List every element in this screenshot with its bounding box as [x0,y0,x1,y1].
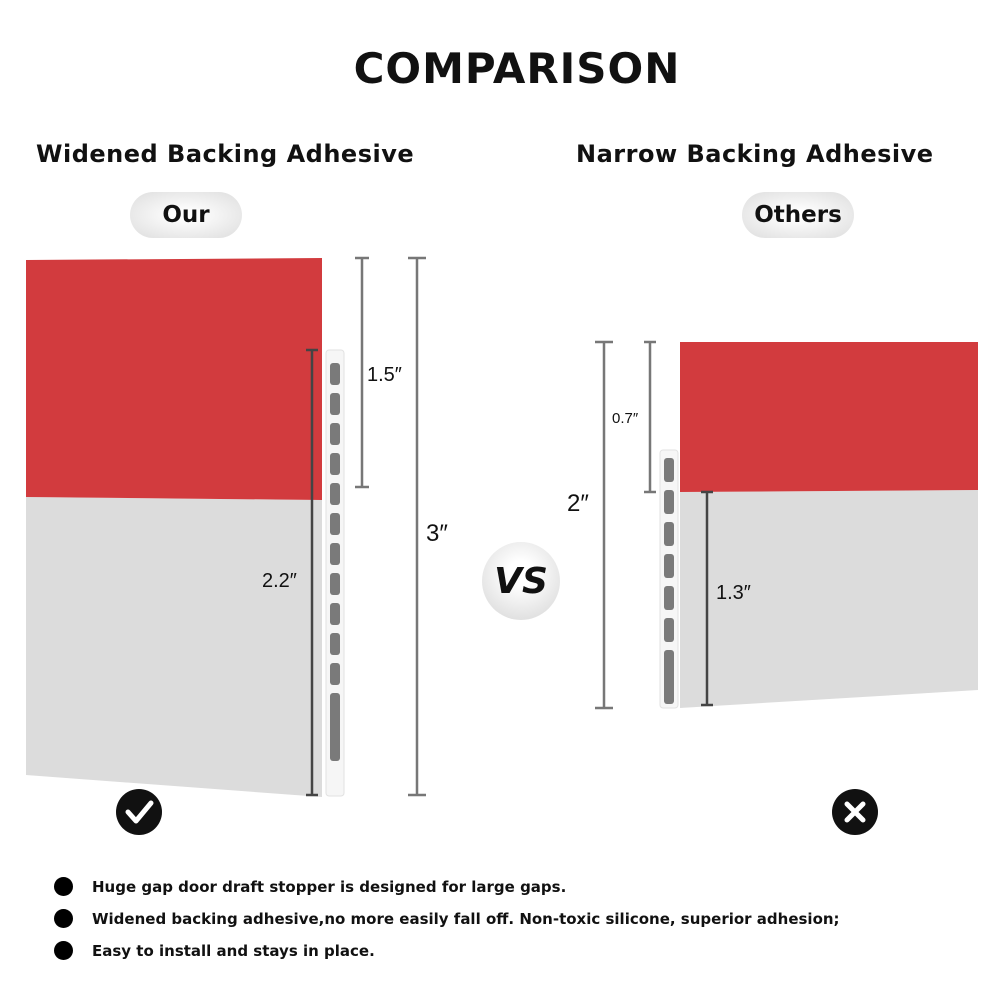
check-icon [116,789,162,835]
right-red-top [680,342,978,492]
strip-slot [330,573,340,595]
right-strip-slots [664,458,674,704]
strip-fin [664,650,674,704]
strip-slot [664,618,674,642]
strip-slot [330,363,340,385]
strip-slot [330,393,340,415]
strip-slot [330,423,340,445]
bullet-item: Easy to install and stays in place. [54,941,375,960]
strip-slot [330,483,340,505]
our-badge: Our [130,192,242,238]
page-title: COMPARISON [353,44,681,93]
left-bottom-dim: 2.2″ [262,570,297,592]
strip-slot [664,586,674,610]
right-top-dim: 0.7″ [612,410,639,427]
bullet-item: Widened backing adhesive,no more easily … [54,909,840,928]
strip-slot [330,633,340,655]
strip-slot [330,453,340,475]
right-total-dim: 2″ [567,490,589,517]
right-grey-flap [680,490,978,708]
strip-slot [330,543,340,565]
vs-badge: VS [482,542,560,620]
left-top-dim: 1.5″ [367,364,402,386]
dimension-lines [306,256,713,797]
bullet-dot-icon [54,877,73,896]
left-strip-slots [330,363,340,761]
bullet-item: Huge gap door draft stopper is designed … [54,877,566,896]
left-total-dim: 3″ [426,520,448,547]
strip-slot [330,513,340,535]
strip-slot [664,490,674,514]
left-heading: Widened Backing Adhesive [36,140,415,168]
strip-slot [664,458,674,482]
strip-slot [330,663,340,685]
right-strip [659,449,679,709]
left-red-top [26,258,322,500]
strip-fin [330,693,340,761]
strip-slot [664,522,674,546]
left-grey-flap [26,497,322,797]
right-bottom-dim: 1.3″ [716,582,751,604]
strip-slot [330,603,340,625]
others-badge: Others [742,192,854,238]
bullet-dot-icon [54,941,73,960]
strip-slot [664,554,674,578]
right-heading: Narrow Backing Adhesive [576,140,934,168]
bullet-dot-icon [54,909,73,928]
x-icon [832,789,878,835]
